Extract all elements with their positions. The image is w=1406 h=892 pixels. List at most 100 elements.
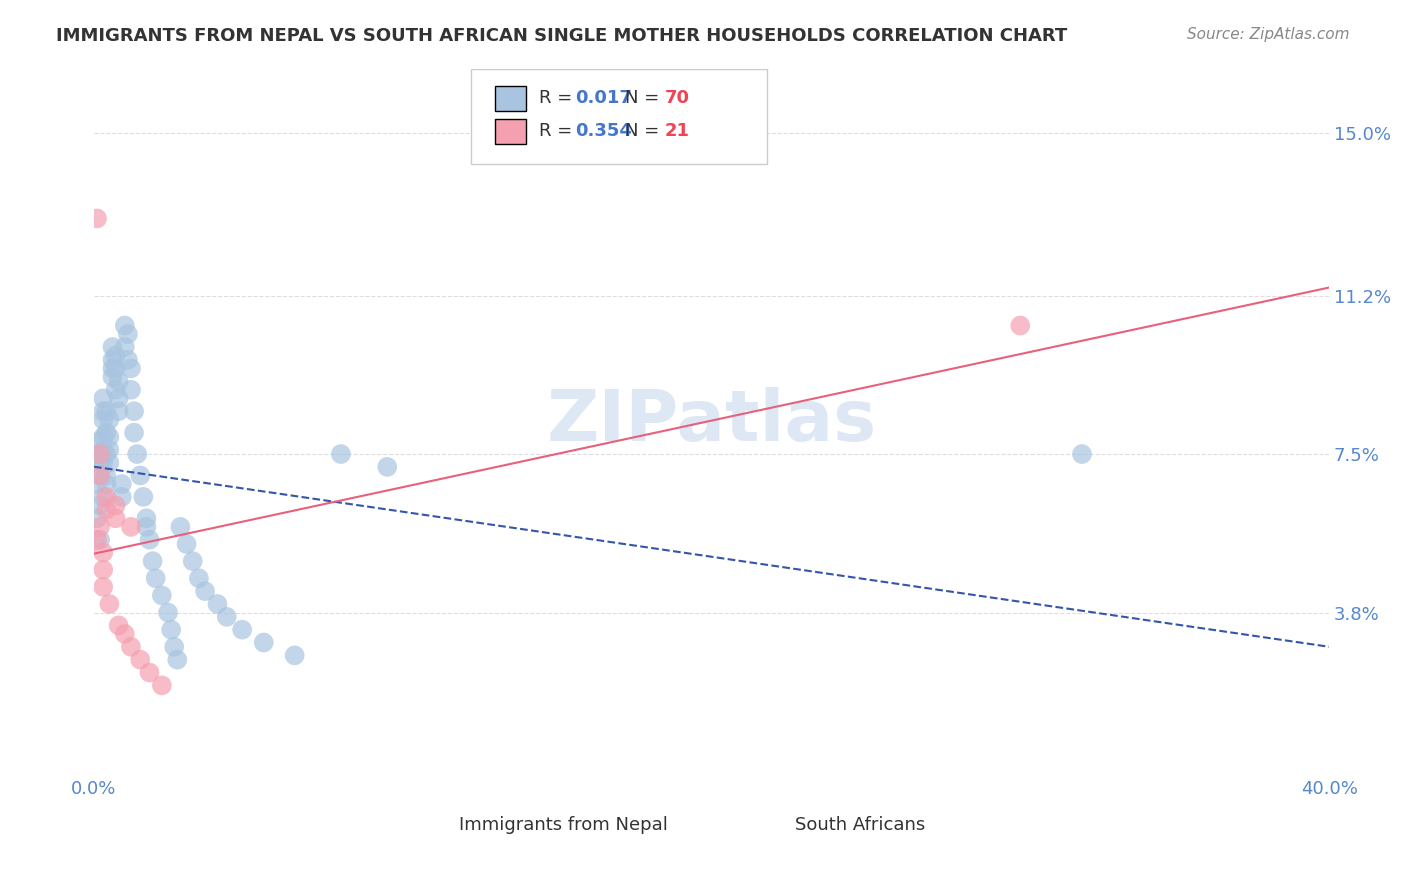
Immigrants from Nepal	[375, 459, 398, 474]
Immigrants from Nepal	[111, 477, 134, 491]
Immigrants from Nepal	[135, 520, 157, 534]
Immigrants from Nepal	[176, 537, 198, 551]
Immigrants from Nepal	[101, 340, 124, 354]
Immigrants from Nepal	[284, 648, 307, 663]
Immigrants from Nepal	[91, 430, 114, 444]
Text: R =: R =	[538, 122, 578, 140]
Immigrants from Nepal	[91, 456, 114, 470]
FancyBboxPatch shape	[495, 87, 526, 111]
Immigrants from Nepal	[160, 623, 183, 637]
South Africans	[120, 520, 142, 534]
Text: N =: N =	[626, 122, 665, 140]
South Africans	[86, 533, 108, 547]
Immigrants from Nepal	[231, 623, 253, 637]
FancyBboxPatch shape	[495, 120, 526, 145]
South Africans	[89, 468, 111, 483]
Immigrants from Nepal	[166, 653, 188, 667]
Immigrants from Nepal	[96, 468, 118, 483]
Immigrants from Nepal	[89, 468, 111, 483]
Immigrants from Nepal	[104, 349, 127, 363]
South Africans	[129, 653, 152, 667]
Immigrants from Nepal	[145, 571, 167, 585]
Immigrants from Nepal	[135, 511, 157, 525]
Text: IMMIGRANTS FROM NEPAL VS SOUTH AFRICAN SINGLE MOTHER HOUSEHOLDS CORRELATION CHAR: IMMIGRANTS FROM NEPAL VS SOUTH AFRICAN S…	[56, 27, 1067, 45]
South Africans	[104, 499, 127, 513]
Immigrants from Nepal	[96, 477, 118, 491]
Immigrants from Nepal	[107, 392, 129, 406]
Immigrants from Nepal	[127, 447, 149, 461]
Immigrants from Nepal	[89, 533, 111, 547]
Immigrants from Nepal	[129, 468, 152, 483]
Immigrants from Nepal	[104, 361, 127, 376]
South Africans	[107, 618, 129, 632]
Immigrants from Nepal	[157, 606, 180, 620]
Immigrants from Nepal	[96, 404, 118, 418]
Immigrants from Nepal	[104, 383, 127, 397]
FancyBboxPatch shape	[755, 814, 786, 836]
Immigrants from Nepal	[120, 383, 142, 397]
Immigrants from Nepal	[98, 442, 121, 457]
South Africans	[91, 563, 114, 577]
Text: ZIPatlas: ZIPatlas	[547, 387, 876, 457]
Immigrants from Nepal	[194, 584, 217, 599]
South Africans	[89, 447, 111, 461]
Immigrants from Nepal	[1071, 447, 1094, 461]
Text: 21: 21	[665, 122, 689, 140]
Text: 70: 70	[665, 89, 689, 107]
Immigrants from Nepal	[107, 404, 129, 418]
FancyBboxPatch shape	[471, 69, 768, 164]
FancyBboxPatch shape	[453, 814, 484, 836]
South Africans	[91, 545, 114, 559]
Immigrants from Nepal	[89, 499, 111, 513]
Text: Source: ZipAtlas.com: Source: ZipAtlas.com	[1187, 27, 1350, 42]
Immigrants from Nepal	[96, 447, 118, 461]
South Africans	[91, 580, 114, 594]
Text: R =: R =	[538, 89, 578, 107]
Immigrants from Nepal	[163, 640, 186, 654]
Immigrants from Nepal	[86, 447, 108, 461]
Immigrants from Nepal	[117, 352, 139, 367]
South Africans	[104, 511, 127, 525]
Immigrants from Nepal	[114, 318, 136, 333]
Immigrants from Nepal	[107, 374, 129, 388]
Text: Immigrants from Nepal: Immigrants from Nepal	[458, 816, 668, 834]
Immigrants from Nepal	[253, 635, 276, 649]
Immigrants from Nepal	[96, 425, 118, 440]
Immigrants from Nepal	[169, 520, 191, 534]
Text: 0.017: 0.017	[575, 89, 633, 107]
Immigrants from Nepal	[114, 340, 136, 354]
Text: 0.354: 0.354	[575, 122, 633, 140]
Immigrants from Nepal	[91, 392, 114, 406]
Immigrants from Nepal	[91, 490, 114, 504]
Immigrants from Nepal	[89, 434, 111, 449]
Immigrants from Nepal	[329, 447, 352, 461]
Immigrants from Nepal	[98, 456, 121, 470]
South Africans	[96, 490, 118, 504]
Immigrants from Nepal	[181, 554, 204, 568]
Immigrants from Nepal	[117, 327, 139, 342]
Immigrants from Nepal	[132, 490, 155, 504]
South Africans	[114, 627, 136, 641]
South Africans	[150, 678, 173, 692]
South Africans	[138, 665, 160, 680]
Immigrants from Nepal	[111, 490, 134, 504]
South Africans	[98, 597, 121, 611]
Text: N =: N =	[626, 89, 665, 107]
Immigrants from Nepal	[101, 370, 124, 384]
Immigrants from Nepal	[101, 352, 124, 367]
Immigrants from Nepal	[86, 511, 108, 525]
Immigrants from Nepal	[142, 554, 165, 568]
South Africans	[86, 211, 108, 226]
Immigrants from Nepal	[215, 610, 238, 624]
Immigrants from Nepal	[86, 477, 108, 491]
Immigrants from Nepal	[207, 597, 229, 611]
Immigrants from Nepal	[120, 361, 142, 376]
Immigrants from Nepal	[101, 361, 124, 376]
South Africans	[120, 640, 142, 654]
Immigrants from Nepal	[187, 571, 209, 585]
Immigrants from Nepal	[91, 442, 114, 457]
Immigrants from Nepal	[89, 456, 111, 470]
Immigrants from Nepal	[98, 430, 121, 444]
South Africans	[1010, 318, 1032, 333]
Immigrants from Nepal	[98, 413, 121, 427]
